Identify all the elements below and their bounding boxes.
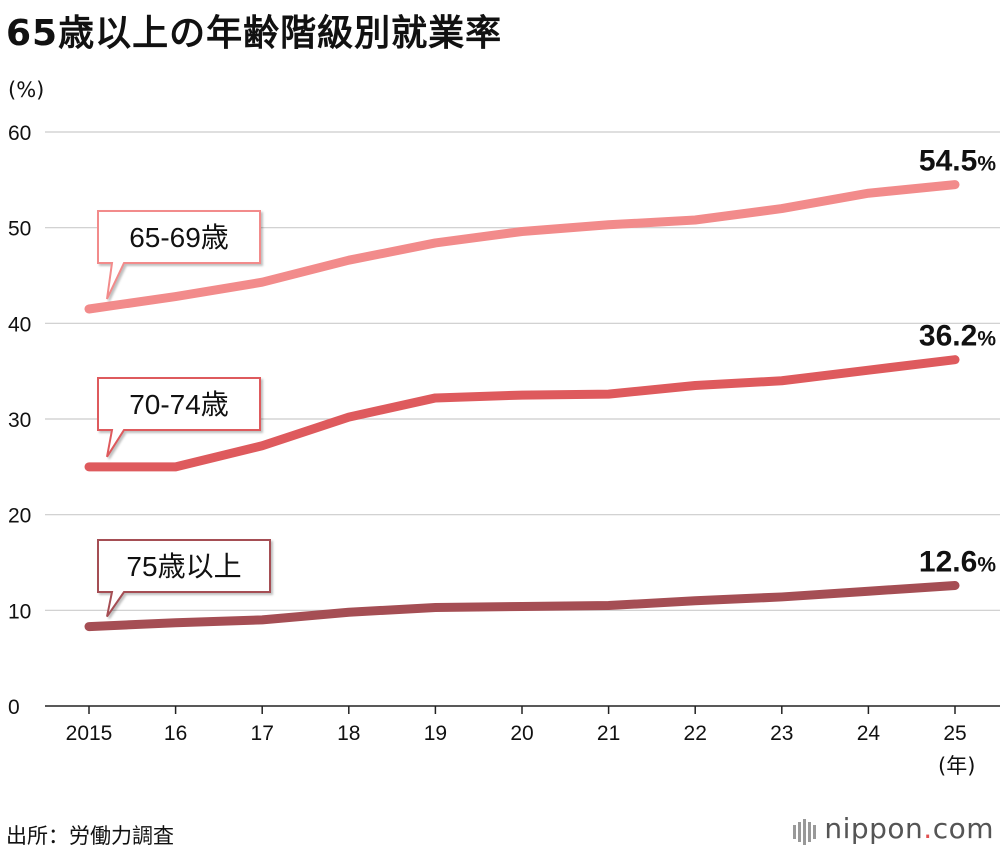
x-tick-label: 16 bbox=[164, 722, 187, 745]
series-lines bbox=[84, 180, 960, 632]
series-callout: 70-74歳 bbox=[97, 377, 261, 458]
y-tick-label: 40 bbox=[8, 313, 31, 336]
series-line bbox=[84, 355, 960, 472]
x-axis-unit: (年) bbox=[938, 754, 976, 778]
y-tick-label: 60 bbox=[8, 122, 31, 145]
x-tick-label: 19 bbox=[424, 722, 447, 745]
series-name-label: 65-69歳 bbox=[129, 222, 229, 253]
brand-tld: com bbox=[932, 812, 994, 845]
brand-logo: nippon.com bbox=[793, 812, 994, 847]
end-labels: 54.5% 36.2% 12.6% bbox=[919, 145, 996, 579]
y-axis-label: (%) bbox=[8, 78, 45, 102]
x-tick-label: 20 bbox=[510, 722, 533, 745]
series-callout: 65-69歳 bbox=[97, 210, 261, 300]
series-line bbox=[84, 580, 960, 632]
y-ticks: 0 10 20 30 40 50 60 bbox=[8, 122, 31, 719]
x-tick-label: 25 bbox=[943, 722, 966, 745]
end-value-label: 54.5% bbox=[919, 145, 996, 178]
brand-dot: . bbox=[923, 812, 933, 845]
series-name-label: 75歳以上 bbox=[126, 551, 241, 582]
x-tick-label: 18 bbox=[337, 722, 360, 745]
x-tick-label: 21 bbox=[597, 722, 620, 745]
grid bbox=[45, 131, 1000, 707]
x-tick-label: 17 bbox=[251, 722, 274, 745]
brand-name: nippon bbox=[824, 812, 924, 845]
x-tick-label: 24 bbox=[857, 722, 881, 745]
end-value-label: 36.2% bbox=[919, 320, 996, 353]
end-value-label: 12.6% bbox=[919, 545, 996, 578]
x-ticks: 2015 16 17 18 19 20 21 22 23 24 25 bbox=[66, 706, 967, 745]
x-tick-label: 23 bbox=[770, 722, 793, 745]
y-tick-label: 50 bbox=[8, 218, 31, 241]
x-tick-label: 2015 bbox=[66, 722, 113, 745]
y-tick-label: 30 bbox=[8, 409, 31, 432]
y-tick-label: 20 bbox=[8, 505, 31, 528]
y-tick-label: 0 bbox=[8, 696, 20, 719]
brand-bars-icon bbox=[793, 814, 818, 847]
x-tick-label: 22 bbox=[684, 722, 707, 745]
series-name-label: 70-74歳 bbox=[129, 389, 229, 420]
series-callout: 75歳以上 bbox=[97, 539, 271, 618]
y-tick-label: 10 bbox=[8, 600, 31, 623]
chart-title: 65歳以上の年齢階級別就業率 bbox=[6, 13, 503, 54]
series-callouts: 65-69歳 70-74歳 75歳以上 bbox=[97, 210, 271, 618]
source-note: 出所：労働力調査 bbox=[6, 824, 174, 848]
series-line bbox=[84, 180, 960, 314]
